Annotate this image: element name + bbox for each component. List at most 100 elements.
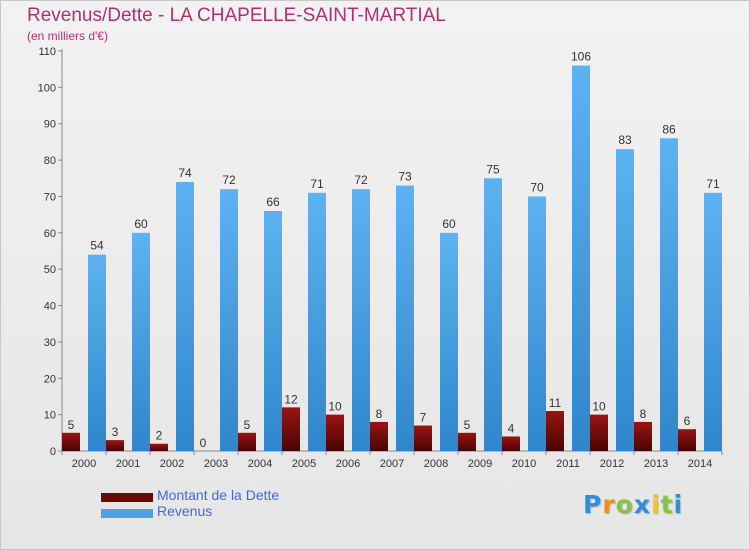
chart-title: Revenus/Dette - LA CHAPELLE-SAINT-MARTIA… (27, 5, 446, 26)
x-tick-label: 2001 (116, 458, 140, 470)
bar-dette (326, 414, 344, 451)
data-label-revenus: 72 (354, 173, 368, 187)
x-tick-label: 2002 (160, 458, 184, 470)
bar-revenus (352, 189, 370, 451)
bar-revenus (616, 149, 634, 451)
legend-swatch-dette (101, 493, 153, 502)
data-label-dette: 2 (156, 429, 163, 443)
x-tick-label: 2011 (556, 458, 580, 470)
data-label-dette: 3 (112, 425, 119, 439)
bar-revenus (572, 65, 590, 451)
y-tick-label: 40 (44, 301, 56, 313)
x-tick-label: 2007 (380, 458, 404, 470)
data-label-revenus: 66 (266, 195, 280, 209)
x-tick-label: 2009 (468, 458, 492, 470)
data-label-dette: 5 (464, 418, 471, 432)
bar-dette (590, 414, 608, 451)
data-label-dette: 6 (684, 414, 691, 428)
bar-dette (370, 421, 388, 451)
bar-dette (150, 443, 168, 451)
data-label-revenus: 83 (618, 133, 632, 147)
logo-letter: P (583, 490, 603, 519)
data-label-dette: 10 (592, 400, 606, 414)
y-tick-label: 20 (44, 373, 56, 385)
data-label-revenus: 106 (571, 50, 591, 64)
bar-dette (238, 432, 256, 451)
data-label-revenus: 75 (486, 162, 500, 176)
data-label-revenus: 86 (662, 122, 676, 136)
y-tick-label: 0 (50, 446, 56, 458)
bar-revenus (308, 192, 326, 451)
data-label-dette: 12 (284, 392, 298, 406)
x-tick-label: 2004 (248, 458, 272, 470)
data-label-dette: 10 (328, 400, 342, 414)
y-tick-label: 30 (44, 337, 56, 349)
data-label-revenus: 71 (310, 177, 324, 191)
y-tick-label: 50 (44, 264, 56, 276)
bar-revenus (220, 189, 238, 451)
logo-letter: i (673, 490, 684, 519)
data-label-revenus: 71 (706, 177, 720, 191)
x-tick-label: 2012 (600, 458, 624, 470)
y-tick-label: 100 (38, 82, 56, 94)
x-tick-label: 2006 (336, 458, 360, 470)
logo-letter: o (615, 490, 634, 519)
x-tick-label: 2013 (644, 458, 668, 470)
bar-dette (458, 432, 476, 451)
legend-label-revenus: Revenus (157, 503, 213, 519)
data-label-dette: 8 (640, 407, 647, 421)
x-tick-label: 2005 (292, 458, 316, 470)
data-label-revenus: 73 (398, 170, 412, 184)
x-tick-label: 2000 (72, 458, 96, 470)
data-label-dette: 11 (549, 396, 562, 410)
y-tick-label: 80 (44, 155, 56, 167)
logo-letter: r (602, 490, 616, 519)
bar-revenus (440, 232, 458, 451)
y-tick-label: 60 (44, 228, 56, 240)
data-label-dette: 0 (200, 436, 207, 450)
x-tick-label: 2014 (688, 458, 712, 470)
bar-revenus (660, 138, 678, 452)
bar-revenus (88, 254, 106, 451)
data-label-dette: 5 (68, 418, 75, 432)
proxiti-logo: Proxiti (583, 490, 683, 519)
bar-revenus (528, 196, 546, 451)
bar-dette (546, 411, 564, 451)
data-label-dette: 4 (508, 421, 515, 435)
data-label-revenus: 60 (134, 217, 148, 231)
bar-dette (502, 436, 520, 451)
x-tick-label: 2003 (204, 458, 228, 470)
data-label-revenus: 54 (90, 239, 104, 253)
legend-label-dette: Montant de la Dette (157, 487, 280, 503)
bar-revenus (264, 211, 282, 451)
logo-letter: x (633, 490, 651, 519)
data-label-revenus: 70 (530, 180, 544, 194)
logo-letter: t (660, 490, 674, 519)
bar-revenus (132, 232, 150, 451)
data-label-dette: 5 (244, 418, 251, 432)
bar-revenus (484, 178, 502, 452)
bar-revenus (176, 181, 194, 451)
bar-dette (414, 425, 432, 451)
chart-subtitle: (en milliers d'€) (27, 29, 108, 43)
data-label-revenus: 72 (222, 173, 236, 187)
x-tick-label: 2010 (512, 458, 536, 470)
legend-swatch-revenus (101, 509, 153, 518)
bar-dette (282, 407, 300, 451)
bar-revenus (704, 192, 722, 451)
x-tick-label: 2008 (424, 458, 448, 470)
y-tick-label: 90 (44, 119, 56, 131)
y-tick-label: 10 (44, 410, 56, 422)
bar-dette (62, 432, 80, 451)
bar-dette (634, 421, 652, 451)
logo-letter: i (651, 490, 661, 519)
data-label-dette: 8 (376, 407, 383, 421)
y-tick-label: 70 (44, 191, 56, 203)
data-label-revenus: 60 (442, 217, 456, 231)
data-label-dette: 7 (420, 411, 427, 425)
data-label-revenus: 74 (178, 166, 192, 180)
bar-dette (106, 440, 124, 451)
bar-dette (678, 429, 696, 451)
